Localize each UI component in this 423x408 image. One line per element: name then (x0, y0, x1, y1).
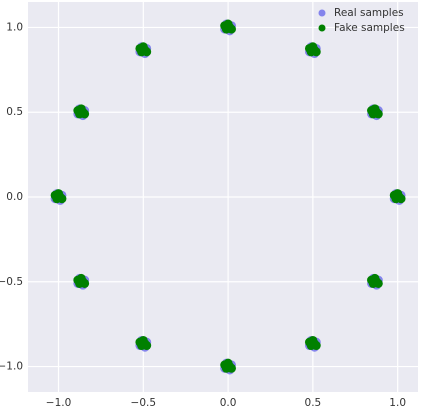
point (223, 19, 233, 29)
point (76, 273, 86, 283)
x-tick-label: −0.5 (131, 397, 157, 408)
point (138, 335, 148, 345)
point (138, 42, 148, 52)
point (308, 335, 318, 345)
x-tick-label: 0.5 (305, 397, 322, 408)
y-tick-label: −0.5 (0, 276, 23, 288)
y-tick-label: 0.5 (6, 106, 23, 118)
x-tick-label: −1.0 (46, 397, 72, 408)
legend-marker (318, 24, 326, 32)
legend-label: Fake samples (334, 22, 405, 34)
y-tick-label: 1.0 (6, 21, 23, 33)
point (393, 189, 403, 199)
point (54, 189, 64, 199)
point (223, 358, 233, 368)
point (308, 42, 318, 52)
point (370, 273, 380, 283)
legend-label: Real samples (334, 7, 404, 19)
point (76, 104, 86, 114)
x-tick-label: 1.0 (389, 397, 406, 408)
x-tick-label: 0.0 (220, 397, 237, 408)
point (370, 104, 380, 114)
y-tick-label: 0.0 (6, 191, 23, 203)
y-tick-label: −1.0 (0, 361, 23, 373)
legend-marker (318, 9, 326, 17)
